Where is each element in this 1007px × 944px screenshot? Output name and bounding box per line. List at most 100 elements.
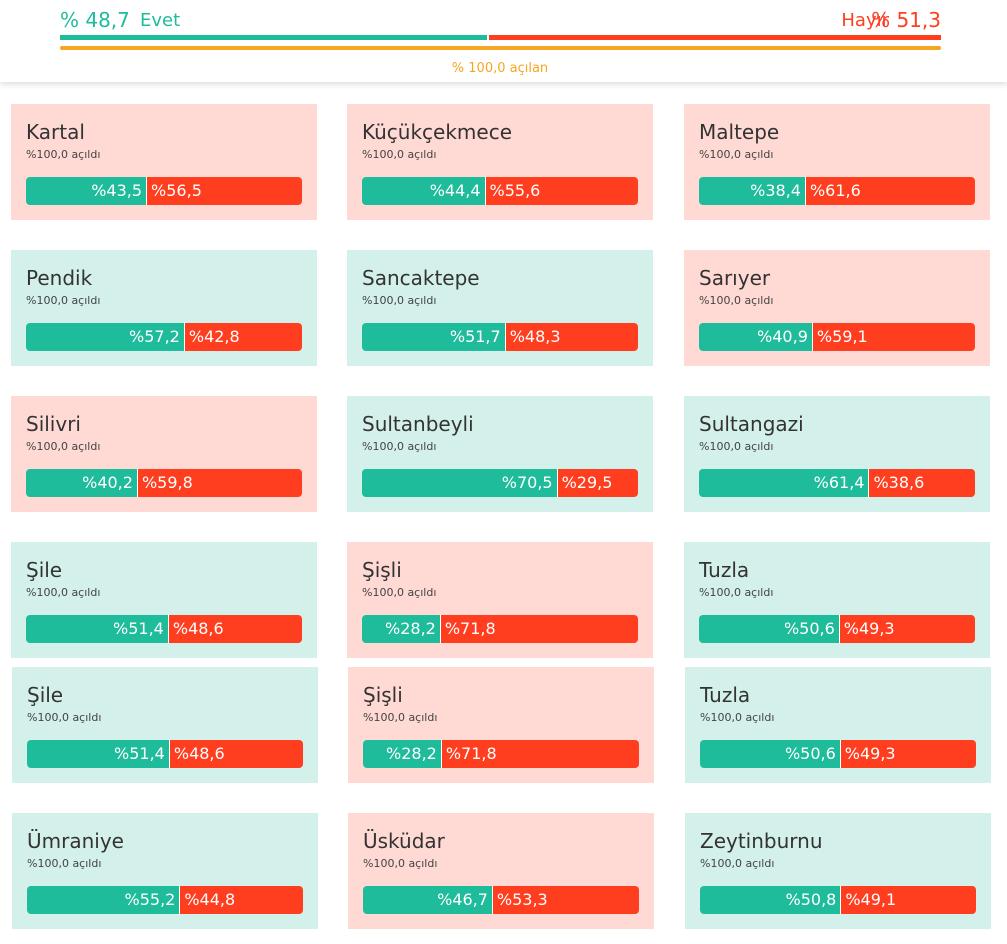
no-segment: %38,6 — [868, 469, 975, 497]
district-card: Silivri %100,0 açıldı %40,2 %59,8 — [11, 396, 317, 512]
district-card: Şile %100,0 açıldı %51,4 %48,6 — [12, 667, 318, 783]
yes-segment: %61,4 — [699, 469, 869, 497]
district-name: Maltepe — [699, 120, 780, 144]
opened-text: %100,0 açıldı — [26, 294, 101, 307]
result-bar: %51,7 %48,3 — [362, 323, 638, 351]
result-bar: %46,7 %53,3 — [363, 886, 639, 914]
yes-segment — [60, 35, 490, 40]
district-card: Şile %100,0 açıldı %51,4 %48,6 — [11, 542, 317, 658]
opened-text: % 100,0 açılan — [451, 61, 549, 76]
result-bar: %70,5 %29,5 — [362, 469, 638, 497]
no-segment: %48,6 — [168, 740, 303, 768]
result-bar: %50,6 %49,3 — [700, 740, 976, 768]
district-card: Şişli %100,0 açıldı %28,2 %71,8 — [347, 542, 653, 658]
result-bar: %57,2 %42,8 — [26, 323, 302, 351]
district-card: Tuzla %100,0 açıldı %50,6 %49,3 — [685, 667, 991, 783]
district-name: Sancaktepe — [362, 266, 480, 290]
no-segment: %49,3 — [838, 615, 975, 643]
result-bar: %44,4 %55,6 — [362, 177, 638, 205]
no-segment: %59,1 — [811, 323, 975, 351]
no-segment: %71,8 — [439, 615, 638, 643]
opened-text: %100,0 açıldı — [699, 440, 774, 453]
district-name: Sultanbeyli — [362, 412, 474, 436]
result-bar: %40,2 %59,8 — [26, 469, 302, 497]
result-bar: %38,4 %61,6 — [699, 177, 975, 205]
no-segment: %48,3 — [504, 323, 638, 351]
yes-segment: %57,2 — [26, 323, 184, 351]
opened-text: %100,0 açıldı — [699, 586, 774, 599]
district-name: Silivri — [26, 412, 81, 436]
opened-text: %100,0 açıldı — [362, 440, 437, 453]
district-name: Şile — [26, 558, 63, 582]
result-bar: %28,2 %71,8 — [362, 615, 638, 643]
opened-text: %100,0 açıldı — [700, 857, 775, 870]
opened-text: %100,0 açıldı — [26, 440, 101, 453]
no-segment: %53,3 — [491, 886, 639, 914]
result-bar: %50,6 %49,3 — [699, 615, 975, 643]
yes-segment: %55,2 — [27, 886, 180, 914]
district-card: Zeytinburnu %100,0 açıldı %50,8 %49,1 — [685, 813, 991, 929]
opened-text: %100,0 açıldı — [362, 148, 437, 161]
yes-segment: %46,7 — [363, 886, 492, 914]
opened-bar — [60, 46, 941, 50]
yes-segment: %38,4 — [699, 177, 805, 205]
no-segment: %71,8 — [440, 740, 639, 768]
header: % 48,7 Evet Hayır % 51,3 % 100,0 açılan — [0, 0, 1007, 82]
yes-segment: %51,4 — [27, 740, 169, 768]
district-name: Tuzla — [699, 558, 750, 582]
yes-text: Evet — [140, 10, 181, 31]
no-segment: %59,8 — [136, 469, 302, 497]
yes-percent: % 48,7 — [60, 8, 130, 32]
yes-segment: %50,6 — [700, 740, 840, 768]
yes-segment: %28,2 — [362, 615, 440, 643]
no-segment: %61,6 — [804, 177, 975, 205]
no-segment: %55,6 — [484, 177, 638, 205]
no-segment: %49,1 — [840, 886, 976, 914]
result-bar: %40,9 %59,1 — [699, 323, 975, 351]
district-card: Maltepe %100,0 açıldı %38,4 %61,6 — [684, 104, 990, 220]
no-segment: %49,3 — [839, 740, 976, 768]
result-bar: %61,4 %38,6 — [699, 469, 975, 497]
no-segment: %29,5 — [556, 469, 638, 497]
district-card: Sultangazi %100,0 açıldı %61,4 %38,6 — [684, 396, 990, 512]
district-card: Şişli %100,0 açıldı %28,2 %71,8 — [348, 667, 654, 783]
no-segment: %56,5 — [146, 177, 302, 205]
opened-text: %100,0 açıldı — [363, 857, 438, 870]
district-name: Şile — [27, 683, 64, 707]
district-name: Şişli — [363, 683, 403, 707]
opened-text: %100,0 açıldı — [699, 148, 774, 161]
district-card: Pendik %100,0 açıldı %57,2 %42,8 — [11, 250, 317, 366]
district-card: Küçükçekmece %100,0 açıldı %44,4 %55,6 — [347, 104, 653, 220]
yes-segment: %40,9 — [699, 323, 812, 351]
opened-text: %100,0 açıldı — [26, 586, 101, 599]
opened-text: %100,0 açıldı — [700, 711, 775, 724]
yes-segment: %51,4 — [26, 615, 168, 643]
opened-text: %100,0 açıldı — [699, 294, 774, 307]
district-name: Tuzla — [700, 683, 751, 707]
opened-text: %100,0 açıldı — [362, 294, 437, 307]
district-card: Kartal %100,0 açıldı %43,5 %56,5 — [11, 104, 317, 220]
no-segment: %42,8 — [183, 323, 302, 351]
opened-text: %100,0 açıldı — [362, 586, 437, 599]
yes-segment: %51,7 — [362, 323, 505, 351]
opened-text: %100,0 açıldı — [363, 711, 438, 724]
no-segment: %44,8 — [179, 886, 303, 914]
no-percent: % 51,3 — [871, 8, 941, 32]
yes-segment: %70,5 — [362, 469, 557, 497]
district-name: Üsküdar — [363, 829, 445, 853]
district-card: Sultanbeyli %100,0 açıldı %70,5 %29,5 — [347, 396, 653, 512]
opened-text: %100,0 açıldı — [26, 148, 101, 161]
district-name: Sultangazi — [699, 412, 804, 436]
result-bar: %55,2 %44,8 — [27, 886, 303, 914]
yes-segment: %50,6 — [699, 615, 839, 643]
district-name: Pendik — [26, 266, 93, 290]
no-segment: %48,6 — [167, 615, 302, 643]
opened-text: %100,0 açıldı — [27, 857, 102, 870]
result-bar: %43,5 %56,5 — [26, 177, 302, 205]
district-name: Şişli — [362, 558, 402, 582]
no-segment — [489, 35, 941, 40]
district-card: Ümraniye %100,0 açıldı %55,2 %44,8 — [12, 813, 318, 929]
district-name: Zeytinburnu — [700, 829, 823, 853]
yes-segment: %43,5 — [26, 177, 147, 205]
